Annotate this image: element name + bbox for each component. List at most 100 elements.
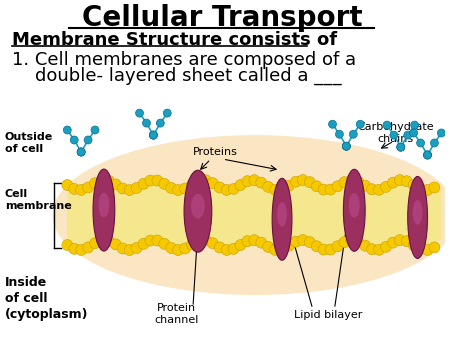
Circle shape bbox=[145, 175, 156, 186]
Circle shape bbox=[397, 143, 405, 151]
Circle shape bbox=[437, 129, 446, 137]
Circle shape bbox=[163, 109, 171, 117]
Circle shape bbox=[149, 131, 158, 139]
Circle shape bbox=[214, 182, 225, 193]
Circle shape bbox=[429, 182, 440, 193]
Circle shape bbox=[342, 142, 350, 150]
Ellipse shape bbox=[272, 178, 292, 260]
Circle shape bbox=[367, 244, 378, 255]
Ellipse shape bbox=[408, 176, 427, 259]
Circle shape bbox=[194, 235, 204, 246]
Circle shape bbox=[207, 178, 218, 189]
Text: Proteins: Proteins bbox=[194, 147, 238, 157]
Circle shape bbox=[249, 235, 260, 246]
Circle shape bbox=[417, 139, 424, 147]
Circle shape bbox=[328, 120, 337, 128]
Circle shape bbox=[138, 238, 149, 249]
Circle shape bbox=[180, 243, 190, 254]
Circle shape bbox=[249, 175, 260, 186]
Circle shape bbox=[131, 242, 142, 254]
Circle shape bbox=[143, 119, 150, 127]
Circle shape bbox=[242, 236, 253, 247]
Circle shape bbox=[200, 235, 212, 246]
Ellipse shape bbox=[99, 193, 109, 217]
Circle shape bbox=[173, 185, 184, 196]
Circle shape bbox=[423, 151, 432, 159]
Circle shape bbox=[104, 175, 114, 186]
Circle shape bbox=[387, 237, 398, 248]
Circle shape bbox=[367, 184, 378, 195]
Circle shape bbox=[353, 236, 364, 247]
Circle shape bbox=[277, 184, 288, 195]
Circle shape bbox=[304, 237, 315, 248]
Circle shape bbox=[423, 151, 432, 159]
Circle shape bbox=[339, 177, 350, 188]
Text: Lipid bilayer: Lipid bilayer bbox=[294, 310, 363, 320]
Circle shape bbox=[200, 175, 212, 186]
Circle shape bbox=[374, 244, 384, 255]
Circle shape bbox=[235, 179, 246, 191]
Circle shape bbox=[401, 176, 412, 187]
Circle shape bbox=[394, 175, 405, 186]
Circle shape bbox=[318, 244, 329, 255]
Text: Protein
channel: Protein channel bbox=[154, 303, 198, 325]
Circle shape bbox=[336, 130, 343, 138]
Text: Cell
membrane: Cell membrane bbox=[5, 189, 72, 211]
Circle shape bbox=[145, 235, 156, 246]
Circle shape bbox=[394, 235, 405, 246]
Circle shape bbox=[408, 240, 419, 250]
Circle shape bbox=[180, 183, 190, 194]
Circle shape bbox=[135, 109, 144, 117]
Circle shape bbox=[207, 238, 218, 249]
Circle shape bbox=[96, 235, 108, 246]
Circle shape bbox=[77, 148, 85, 156]
Circle shape bbox=[353, 176, 364, 187]
Text: Membrane Structure consists of: Membrane Structure consists of bbox=[12, 31, 337, 49]
Ellipse shape bbox=[343, 169, 365, 251]
Circle shape bbox=[349, 130, 357, 138]
Circle shape bbox=[110, 239, 121, 250]
Circle shape bbox=[84, 136, 92, 144]
Circle shape bbox=[242, 176, 253, 187]
Circle shape bbox=[149, 131, 158, 139]
Circle shape bbox=[69, 184, 80, 194]
Circle shape bbox=[173, 244, 184, 256]
Circle shape bbox=[387, 177, 398, 188]
Text: 1. Cell membranes are composed of a: 1. Cell membranes are composed of a bbox=[12, 51, 356, 69]
Circle shape bbox=[83, 182, 94, 193]
Circle shape bbox=[423, 151, 432, 159]
Circle shape bbox=[96, 175, 108, 186]
Circle shape bbox=[228, 243, 239, 255]
Circle shape bbox=[76, 185, 86, 195]
Ellipse shape bbox=[53, 135, 450, 295]
Circle shape bbox=[263, 241, 274, 252]
Circle shape bbox=[124, 185, 135, 196]
Circle shape bbox=[342, 142, 350, 150]
Circle shape bbox=[214, 242, 225, 253]
Circle shape bbox=[90, 238, 100, 249]
Circle shape bbox=[415, 243, 426, 255]
Circle shape bbox=[138, 178, 149, 189]
Circle shape bbox=[408, 179, 419, 191]
Circle shape bbox=[69, 243, 80, 255]
Circle shape bbox=[360, 180, 371, 191]
Circle shape bbox=[381, 182, 392, 192]
Circle shape bbox=[397, 143, 405, 151]
Circle shape bbox=[332, 241, 343, 252]
Circle shape bbox=[77, 148, 85, 156]
Circle shape bbox=[410, 129, 418, 137]
Ellipse shape bbox=[413, 200, 423, 225]
Circle shape bbox=[290, 176, 302, 187]
Circle shape bbox=[297, 235, 308, 245]
Circle shape bbox=[339, 237, 350, 248]
Circle shape bbox=[131, 183, 142, 193]
Circle shape bbox=[356, 120, 364, 128]
Circle shape bbox=[318, 184, 329, 195]
Circle shape bbox=[397, 143, 405, 151]
Circle shape bbox=[187, 239, 198, 250]
Circle shape bbox=[91, 126, 99, 134]
Ellipse shape bbox=[184, 170, 212, 252]
Circle shape bbox=[431, 139, 438, 147]
Circle shape bbox=[221, 185, 232, 195]
Ellipse shape bbox=[191, 194, 205, 218]
